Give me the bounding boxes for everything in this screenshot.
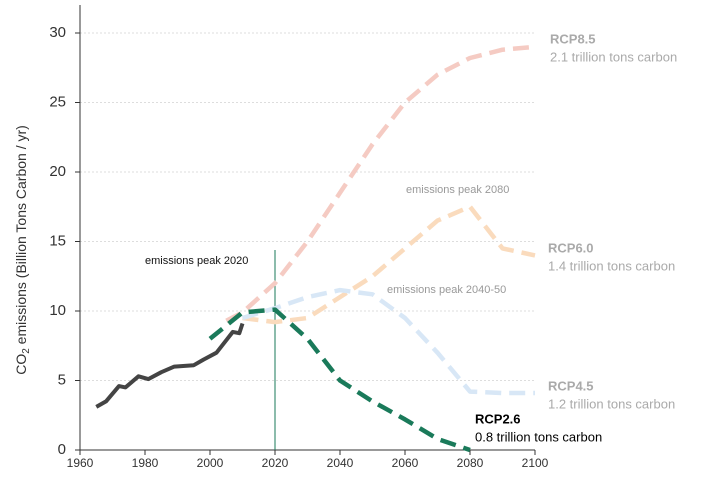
annotation: emissions peak 2040-50 bbox=[387, 284, 506, 296]
y-tick-label: 10 bbox=[49, 302, 66, 319]
series-note: 1.4 trillion tons carbon bbox=[548, 258, 675, 273]
x-tick-label: 2100 bbox=[522, 456, 549, 470]
y-tick-label: 5 bbox=[58, 371, 66, 388]
x-tick-label: 2000 bbox=[197, 456, 224, 470]
series-line bbox=[241, 287, 535, 396]
series-line bbox=[208, 307, 471, 453]
annotation: emissions peak 2080 bbox=[406, 184, 509, 196]
y-label-main: CO bbox=[13, 354, 29, 375]
series-name: RCP2.6 bbox=[475, 411, 521, 426]
x-tick-label: 1960 bbox=[67, 456, 94, 470]
x-tick-label: 2060 bbox=[392, 456, 419, 470]
y-tick-label: 20 bbox=[49, 163, 66, 180]
series-line bbox=[225, 44, 536, 323]
x-tick-label: 2080 bbox=[457, 456, 484, 470]
series-name: RCP4.5 bbox=[548, 378, 594, 393]
x-tick-label: 2040 bbox=[327, 456, 354, 470]
y-tick-label: 15 bbox=[49, 232, 66, 249]
x-tick-label: 1980 bbox=[132, 456, 159, 470]
y-tick-label: 0 bbox=[58, 441, 66, 458]
y-tick-label: 25 bbox=[49, 93, 66, 110]
series-line bbox=[242, 204, 536, 325]
series-note: 2.1 trillion tons carbon bbox=[550, 49, 677, 64]
y-label-sub: 2 bbox=[21, 348, 32, 354]
series-note: 0.8 trillion tons carbon bbox=[475, 429, 602, 444]
series-name: RCP6.0 bbox=[548, 240, 594, 255]
x-tick-label: 2020 bbox=[262, 456, 289, 470]
series-line bbox=[95, 322, 245, 409]
y-label-rest: emissions (Billion Tons Carbon / yr) bbox=[13, 125, 29, 348]
y-axis-label: CO2 emissions (Billion Tons Carbon / yr) bbox=[13, 125, 32, 375]
series-note: 1.2 trillion tons carbon bbox=[548, 396, 675, 411]
peak-label: emissions peak 2020 bbox=[145, 255, 248, 267]
y-tick-label: 30 bbox=[49, 24, 66, 41]
series-name: RCP8.5 bbox=[550, 31, 596, 46]
